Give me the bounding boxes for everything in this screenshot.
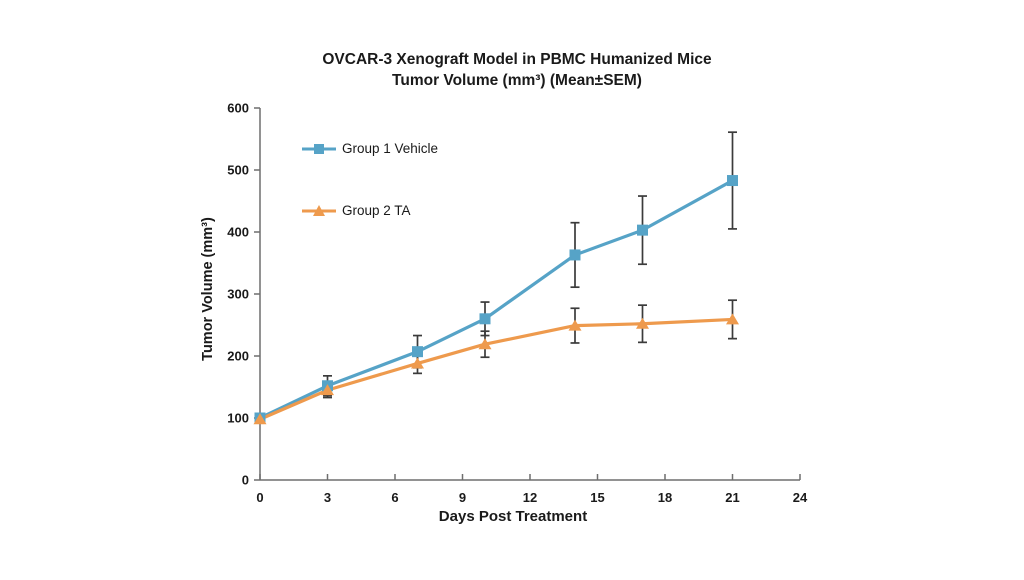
y-tick-label: 600	[227, 101, 249, 116]
legend-label-group-2: Group 2 TA	[342, 203, 411, 218]
legend-item-group-2-ta: Group 2 TA	[302, 203, 411, 218]
data-point-marker-square	[569, 249, 581, 261]
x-tick-label: 0	[256, 490, 263, 505]
data-point-marker-square	[637, 224, 648, 236]
x-tick-label: 15	[590, 490, 604, 505]
data-point-marker-square	[479, 313, 491, 325]
chart-title: OVCAR-3 Xenograft Model in PBMC Humanize…	[10, 49, 1024, 91]
data-point-marker-triangle	[411, 357, 424, 369]
x-tick-label: 21	[725, 490, 739, 505]
x-tick-label: 24	[793, 490, 808, 505]
chart-title-line1: OVCAR-3 Xenograft Model in PBMC Humanize…	[322, 51, 712, 68]
x-axis-title: Days Post Treatment	[438, 508, 588, 525]
x-tick-label: 12	[523, 490, 537, 505]
y-tick-label: 100	[227, 411, 249, 426]
legend-swatch-triangle-icon	[302, 204, 336, 216]
legend-label-group-1: Group 1 Vehicle	[342, 141, 439, 156]
data-point-marker-triangle	[253, 413, 267, 425]
data-point-marker-triangle	[568, 319, 582, 331]
y-tick-label: 400	[227, 225, 249, 240]
y-tick-label: 300	[227, 287, 249, 302]
y-tick-label: 200	[227, 349, 249, 364]
legend-marker-square	[314, 143, 324, 154]
data-point-marker-square	[727, 175, 738, 187]
y-tick-label: 500	[227, 163, 249, 178]
data-point-marker-square	[412, 346, 423, 358]
data-point-marker-triangle	[726, 313, 739, 325]
legend-marker-triangle	[313, 204, 325, 216]
x-tick-label: 3	[324, 490, 331, 505]
y-tick-label: 0	[242, 473, 249, 488]
x-tick-label: 18	[658, 490, 672, 505]
chart-title-line2: Tumor Volume (mm³) (Mean±SEM)	[392, 72, 642, 89]
data-point-marker-triangle	[636, 317, 649, 329]
legend-swatch-square-icon	[302, 143, 336, 154]
x-tick-label: 6	[391, 490, 398, 505]
series-line-group-2-ta	[258, 317, 735, 421]
x-tick-label: 9	[459, 490, 466, 505]
data-point-marker-triangle	[478, 338, 492, 350]
data-point-marker-triangle	[321, 384, 334, 396]
legend-item-group-1-vehicle: Group 1 Vehicle	[302, 141, 438, 156]
